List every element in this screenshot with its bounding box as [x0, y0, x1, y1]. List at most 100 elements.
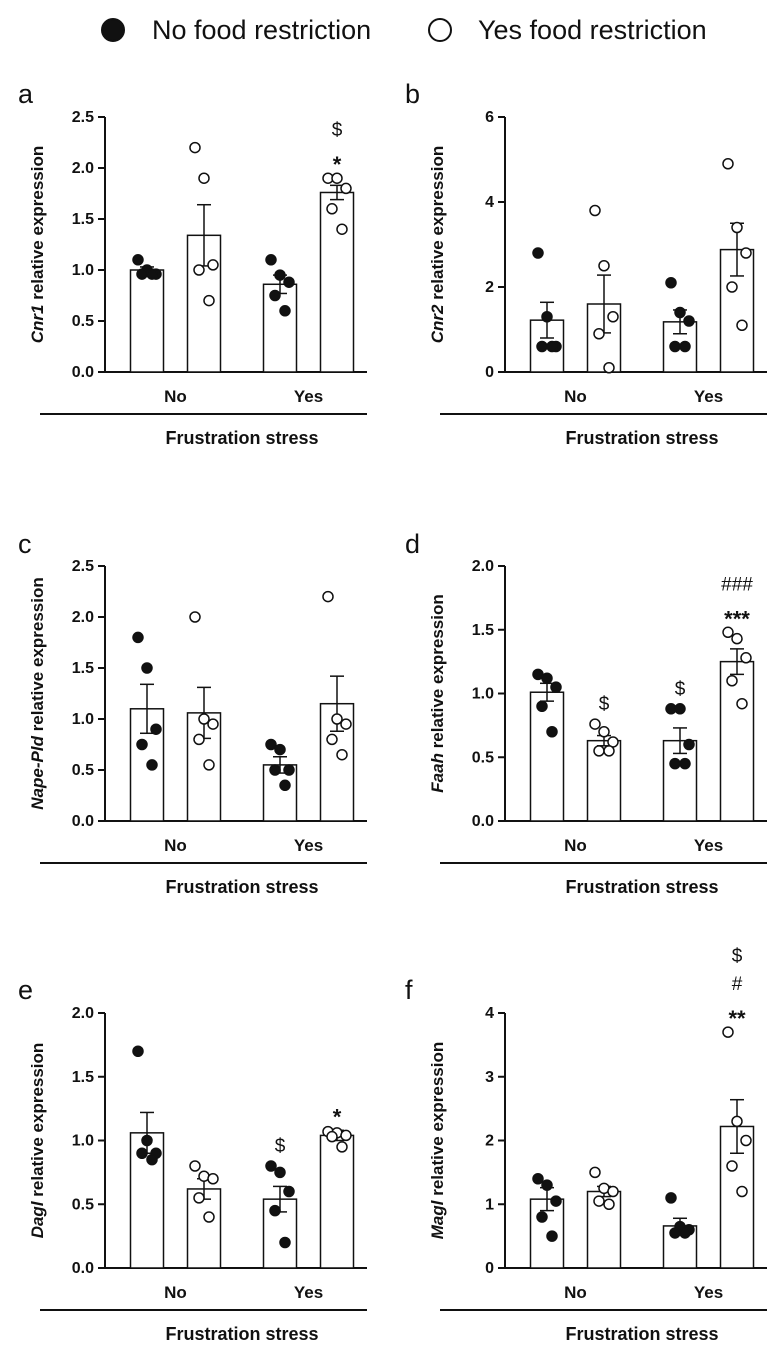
y-tick-label: 2.0: [472, 558, 494, 575]
data-point: [593, 745, 605, 757]
panel-letter: d: [405, 529, 420, 559]
y-tick-label: 0.5: [472, 749, 494, 766]
y-axis-title: Magl relative expression: [428, 1042, 447, 1240]
data-point: [683, 315, 695, 327]
legend-no-label: No food restriction: [152, 15, 371, 45]
legend-yes-label: Yes food restriction: [478, 15, 707, 45]
data-point: [326, 1130, 338, 1143]
panel-f: f 0 1 2 3 4 No Yes Frustration stress Magl relati…: [405, 946, 767, 1344]
data-point: [607, 1185, 619, 1198]
legend: No food restriction Yes food restriction: [101, 15, 707, 45]
data-point: [336, 223, 348, 235]
data-point: [722, 158, 734, 170]
y-tick-label: 1.5: [72, 211, 94, 228]
y-tick-label: 0: [485, 1260, 494, 1277]
panels: a 0.0 0.5 1.0 1.5 2.0 2.5 No Yes Frustration stre…: [18, 79, 767, 1344]
y-axis-suffix: relative expression: [28, 577, 47, 736]
data-point: [731, 1115, 743, 1128]
y-tick-label: 4: [485, 194, 494, 211]
data-point: [269, 1204, 281, 1217]
panel-b: b 0 2 4 6 No Yes Frustration stress Cnr2 relativ…: [405, 79, 767, 448]
bar: [719, 660, 755, 822]
y-tick-label: 6: [485, 109, 494, 126]
data-point: [265, 738, 277, 751]
data-point: [550, 1195, 562, 1207]
significance-mark: $: [675, 679, 686, 700]
panel-letter: c: [18, 529, 32, 559]
data-point: [274, 1166, 286, 1179]
data-point: [541, 311, 553, 323]
data-point: [731, 221, 743, 234]
data-point: [136, 1147, 148, 1159]
x-axis-title: Frustration stress: [565, 1324, 718, 1344]
data-point: [740, 652, 752, 664]
data-point: [146, 1153, 158, 1166]
y-axis-gene: Cnr1: [28, 305, 47, 344]
data-point: [265, 1160, 277, 1172]
data-point: [589, 1166, 601, 1179]
data-point: [665, 1192, 677, 1204]
y-axis-gene: Magl: [428, 1199, 447, 1239]
y-tick-label: 0: [485, 364, 494, 381]
y-axis-gene: Dagl: [28, 1200, 47, 1238]
x-axis-title: Frustration stress: [165, 877, 318, 897]
data-point: [731, 632, 743, 645]
data-point: [331, 713, 343, 725]
data-point: [141, 662, 153, 674]
data-point: [207, 718, 219, 730]
panel-letter: b: [405, 79, 420, 109]
data-point: [283, 1185, 295, 1198]
data-point: [726, 675, 738, 687]
y-tick-label: 1.5: [72, 660, 94, 677]
x-category-label: No: [564, 387, 587, 406]
y-tick-label: 1.0: [72, 262, 94, 279]
y-tick-label: 1.5: [72, 1069, 94, 1086]
data-point: [279, 779, 291, 792]
y-tick-label: 1.5: [472, 622, 494, 639]
y-tick-label: 0.0: [72, 813, 94, 830]
data-point: [198, 713, 210, 725]
data-point: [683, 738, 695, 751]
data-point: [669, 340, 681, 353]
x-category-label: Yes: [694, 1283, 723, 1302]
significance-mark: **: [728, 1006, 746, 1031]
y-tick-label: 3: [485, 1069, 494, 1086]
data-point: [679, 340, 691, 353]
y-tick-label: 1.0: [72, 1133, 94, 1150]
significance-mark: $: [599, 694, 610, 715]
data-point: [674, 703, 686, 715]
y-tick-label: 4: [485, 1005, 494, 1022]
data-point: [340, 1129, 352, 1142]
y-tick-label: 2: [485, 279, 494, 296]
panel-letter: e: [18, 975, 33, 1005]
significance-mark: *: [333, 1104, 342, 1129]
y-axis-gene: Nape-Pld: [28, 735, 47, 809]
data-point: [136, 268, 148, 280]
data-point: [546, 1230, 558, 1242]
significance-mark: ***: [724, 606, 750, 631]
significance-mark: *: [333, 152, 342, 177]
y-axis-suffix: relative expression: [428, 146, 447, 305]
data-point: [203, 759, 215, 771]
y-tick-label: 0.5: [72, 1196, 94, 1213]
y-axis-suffix: relative expression: [28, 146, 47, 305]
y-axis-suffix: relative expression: [428, 1042, 447, 1201]
data-point: [679, 1227, 691, 1239]
y-tick-label: 1.0: [72, 711, 94, 728]
data-point: [536, 1211, 548, 1223]
bar: [262, 283, 298, 373]
data-point: [193, 264, 205, 276]
data-point: [132, 1045, 144, 1057]
data-point: [340, 182, 352, 195]
data-point: [532, 247, 544, 259]
data-point: [665, 277, 677, 289]
data-point: [603, 745, 615, 757]
panel-d: d 0.0 0.5 1.0 1.5 2.0 No Yes Frustration stress F…: [405, 529, 767, 897]
data-point: [546, 340, 558, 353]
data-point: [279, 1236, 291, 1249]
data-point: [269, 764, 281, 776]
data-point: [132, 254, 144, 266]
panel-e: e 0.0 0.5 1.0 1.5 2.0 No Yes Frustration stress D…: [18, 975, 367, 1344]
data-point: [207, 259, 219, 271]
legend-no-marker: [101, 18, 125, 42]
